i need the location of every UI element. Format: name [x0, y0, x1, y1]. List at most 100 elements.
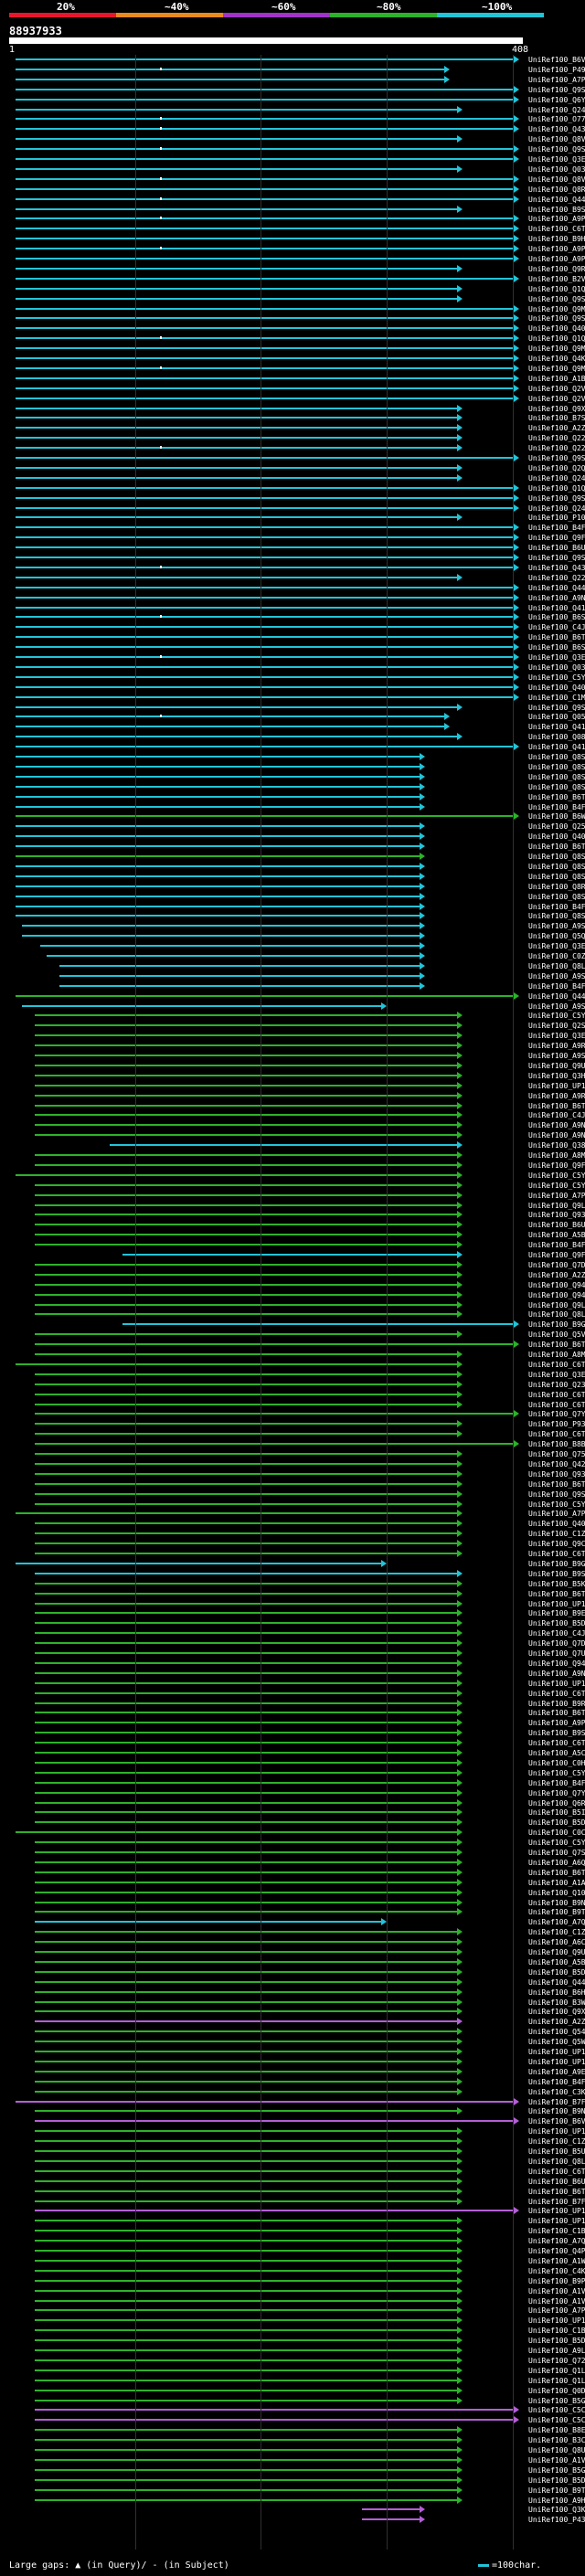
alignment-bar[interactable] — [15, 457, 515, 459]
hit-label[interactable]: UniRef100_C6TJP6 — [528, 2167, 585, 2176]
alignment-bar[interactable] — [34, 1383, 458, 1385]
hit-label[interactable]: UniRef100_B6TDM5 — [528, 1868, 585, 1877]
hit-label[interactable]: UniRef100_C0HBU7 — [528, 1758, 585, 1767]
hit-label[interactable]: UniRef100_A8MRG4 — [528, 1151, 585, 1160]
hit-row[interactable]: UniRef100_Q2VC16 — [0, 394, 585, 404]
hit-row[interactable]: UniRef100_C6T3M5 — [0, 1738, 585, 1748]
alignment-bar[interactable] — [34, 1791, 458, 1794]
hit-row[interactable]: UniRef100_Q41453 — [0, 722, 585, 732]
hit-label[interactable]: UniRef100_C6T2X8 — [528, 1400, 585, 1409]
alignment-bar[interactable] — [34, 1024, 458, 1027]
alignment-bar[interactable] — [15, 447, 458, 450]
alignment-bar[interactable] — [34, 2130, 458, 2133]
alignment-bar[interactable] — [34, 1453, 458, 1455]
alignment-bar[interactable] — [361, 2508, 420, 2511]
hit-row[interactable]: UniRef100_B7SDF0 — [0, 413, 585, 423]
hit-label[interactable]: UniRef100_P10979 — [528, 514, 585, 523]
alignment-bar[interactable] — [15, 228, 515, 230]
hit-label[interactable]: UniRef100_Q24187 — [528, 473, 585, 482]
hit-row[interactable]: UniRef100_UP1000... — [0, 2316, 585, 2326]
hit-label[interactable]: UniRef100_B9NBI7 — [528, 2107, 585, 2116]
hit-label[interactable]: UniRef100_B6SHP0 — [528, 613, 585, 622]
alignment-bar[interactable] — [34, 1343, 515, 1346]
hit-label[interactable]: UniRef100_B6V3M0 — [528, 2117, 585, 2126]
alignment-bar[interactable] — [34, 1941, 458, 1944]
hit-label[interactable]: UniRef100_B4F8S8 — [528, 1241, 585, 1250]
hit-row[interactable]: UniRef100_Q41518 — [0, 603, 585, 613]
hit-label[interactable]: UniRef100_Q3E9A0 — [528, 1370, 585, 1379]
alignment-bar[interactable] — [34, 1771, 458, 1774]
hit-row[interactable]: UniRef100_C1BH84 — [0, 2226, 585, 2236]
alignment-bar[interactable] — [34, 1712, 458, 1714]
hit-label[interactable]: UniRef100_B9GF89 — [528, 1559, 585, 1568]
hit-label[interactable]: UniRef100_Q9FNR1 — [528, 1161, 585, 1170]
hit-label[interactable]: UniRef100_B9GXT2 — [528, 1320, 585, 1330]
hit-row[interactable]: UniRef100_Q8S2Y4 — [0, 862, 585, 872]
hit-label[interactable]: UniRef100_B6SP74 — [528, 643, 585, 652]
alignment-bar[interactable] — [34, 1373, 458, 1375]
hit-label[interactable]: UniRef100_A5B074 — [528, 1231, 585, 1240]
hit-label[interactable]: UniRef100_Q40427 — [528, 683, 585, 692]
hit-label[interactable]: UniRef100_C5YBE0 — [528, 1171, 585, 1180]
hit-label[interactable]: UniRef100_C5CY78 — [528, 2406, 585, 2415]
hit-label[interactable]: UniRef100_Q93405 — [528, 1469, 585, 1479]
hit-label[interactable]: UniRef100_B4FFJ9 — [528, 981, 585, 991]
hit-label[interactable]: UniRef100_Q2QLR2 — [528, 463, 585, 472]
hit-row[interactable]: UniRef100_Q9RBF3 — [0, 264, 585, 274]
hit-row[interactable]: UniRef100_A9SWE4 — [0, 1051, 585, 1061]
hit-row[interactable]: UniRef100_A1WDX4 — [0, 2256, 585, 2266]
hit-row[interactable]: UniRef100_C3KJH9 — [0, 2087, 585, 2097]
alignment-bar[interactable] — [15, 875, 420, 877]
alignment-bar[interactable] — [34, 1104, 458, 1107]
alignment-bar[interactable] — [15, 68, 446, 70]
alignment-bar[interactable] — [34, 2389, 458, 2391]
hit-label[interactable]: UniRef100_B9SLQ3 — [528, 205, 585, 214]
hit-row[interactable]: UniRef100_Q9M6A1 — [0, 364, 585, 374]
alignment-bar[interactable] — [34, 1871, 458, 1873]
alignment-bar[interactable] — [34, 1094, 458, 1097]
hit-row[interactable]: UniRef100_Q75LJ7 — [0, 1449, 585, 1459]
hit-row[interactable]: UniRef100_C5Y7T8 — [0, 1500, 585, 1510]
alignment-bar[interactable] — [34, 2269, 458, 2272]
alignment-bar[interactable] — [15, 138, 458, 141]
alignment-bar[interactable] — [15, 815, 515, 818]
alignment-bar[interactable] — [34, 1084, 458, 1087]
alignment-bar[interactable] — [15, 546, 515, 549]
hit-row[interactable]: UniRef100_Q44432 — [0, 991, 585, 1002]
hit-row[interactable]: UniRef100_Q9SS90 — [0, 703, 585, 713]
alignment-bar[interactable] — [15, 197, 515, 200]
alignment-bar[interactable] — [34, 1044, 458, 1047]
hit-label[interactable]: UniRef100_C4J159 — [528, 1629, 585, 1638]
hit-row[interactable]: UniRef100_C6T2X8 — [0, 1400, 585, 1410]
hit-row[interactable]: UniRef100_B9S6D9 — [0, 1728, 585, 1738]
hit-row[interactable]: UniRef100_B5UF66 — [0, 2147, 585, 2157]
alignment-bar[interactable] — [34, 1592, 458, 1595]
hit-label[interactable]: UniRef100_A9S278 — [528, 922, 585, 931]
alignment-bar[interactable] — [15, 994, 515, 997]
hit-row[interactable]: UniRef100_A2Z9G9 — [0, 2017, 585, 2027]
hit-label[interactable]: UniRef100_Q5VMB6 — [528, 1330, 585, 1340]
hit-row[interactable]: UniRef100_Q3E9N6 — [0, 941, 585, 951]
hit-row[interactable]: UniRef100_B6TDM5 — [0, 1868, 585, 1878]
hit-label[interactable]: UniRef100_Q2VC16 — [528, 394, 585, 403]
alignment-bar[interactable] — [34, 1273, 458, 1276]
alignment-bar[interactable] — [34, 2010, 458, 2013]
hit-row[interactable]: UniRef100_Q9S670 — [0, 493, 585, 504]
hit-row[interactable]: UniRef100_B6V3M0 — [0, 2116, 585, 2126]
hit-label[interactable]: UniRef100_B6TRJ5 — [528, 1589, 585, 1598]
hit-label[interactable]: UniRef100_Q9FG95 — [528, 1251, 585, 1259]
alignment-bar[interactable] — [15, 297, 458, 300]
hit-row[interactable]: UniRef100_A5B074 — [0, 1230, 585, 1240]
hit-row[interactable]: UniRef100_Q3K935 — [0, 2505, 585, 2515]
hit-row[interactable]: UniRef100_UP1000... — [0, 1081, 585, 1091]
alignment-bar[interactable] — [34, 1433, 458, 1436]
alignment-bar[interactable] — [122, 1323, 515, 1326]
hit-label[interactable]: UniRef100_A9RSV7 — [528, 1042, 585, 1051]
hit-label[interactable]: UniRef100_Q9UDZ7 — [528, 1948, 585, 1956]
hit-label[interactable]: UniRef100_Q43472 — [528, 563, 585, 572]
alignment-bar[interactable] — [15, 148, 515, 151]
hit-row[interactable]: UniRef100_Q43472 — [0, 563, 585, 573]
hit-label[interactable]: UniRef100_B3WDB7 — [528, 1998, 585, 2007]
hit-row[interactable]: UniRef100_Q9FG95 — [0, 1250, 585, 1260]
hit-label[interactable]: UniRef100_Q8S2X5 — [528, 892, 585, 901]
